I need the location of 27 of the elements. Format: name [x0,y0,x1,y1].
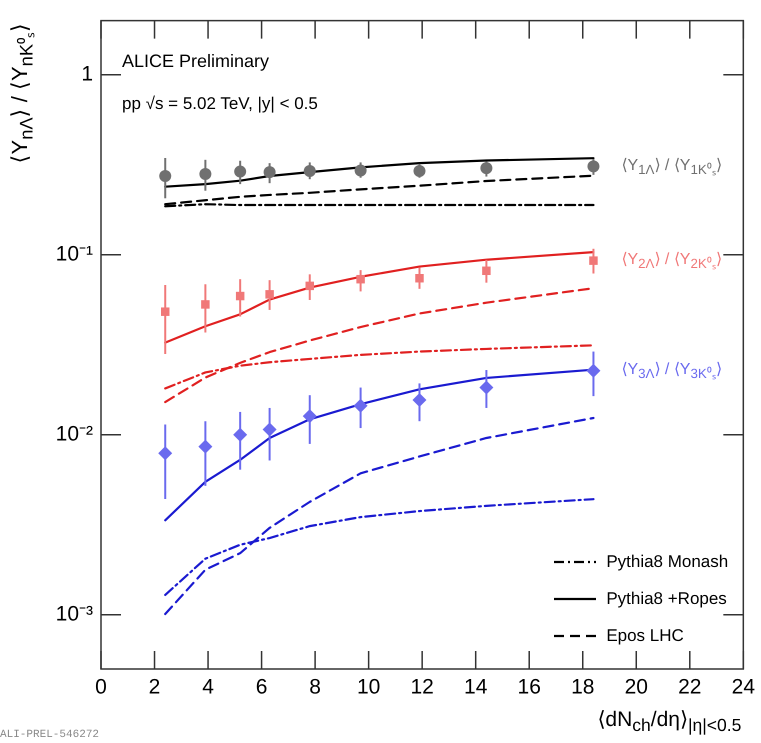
series-label: ⟨Y$_{2Λ}$⟩ / ⟨Y$_{2K⁰ₛ}$⟩ [621,250,722,272]
x-tick-label: 18 [571,675,594,698]
x-tick-label: 20 [624,675,648,698]
x-tick-label: 12 [410,675,434,698]
y-tick-label: 10⁻² [56,422,93,446]
legend-label: Pythia8 Monash [606,552,728,572]
x-tick-label: 6 [256,675,268,698]
y-tick-label: 10⁻³ [56,602,93,626]
x-tick-label: 22 [678,675,702,698]
x-axis-title: ⟨dN$_{ch}$/dη⟩$_{|η|<0.5}$ [597,707,742,736]
x-tick-label: 2 [148,675,160,698]
series-label: ⟨Y$_{1Λ}$⟩ / ⟨Y$_{1K⁰ₛ}$⟩ [621,156,722,178]
y-tick-label: 1 [81,62,93,86]
x-tick-label: 8 [309,675,321,698]
series-label: ⟨Y$_{3Λ}$⟩ / ⟨Y$_{3K⁰ₛ}$⟩ [621,360,722,382]
text: pp √s = 5.02 TeV, |y| < 0.5 [122,94,318,114]
text: ALICE Preliminary [122,50,270,72]
legend-label: Pythia8 +Ropes [606,588,727,608]
legend-label: Epos LHC [606,626,684,646]
x-tick-label: 10 [356,675,380,698]
text: ALI-PREL-546272 [0,729,100,741]
y-tick-label: 10⁻¹ [56,242,93,266]
x-tick-label: 16 [518,675,541,698]
x-tick-label: 24 [732,675,756,698]
x-tick-label: 4 [202,675,214,698]
x-tick-label: 0 [95,675,107,698]
x-tick-label: 14 [464,675,488,698]
